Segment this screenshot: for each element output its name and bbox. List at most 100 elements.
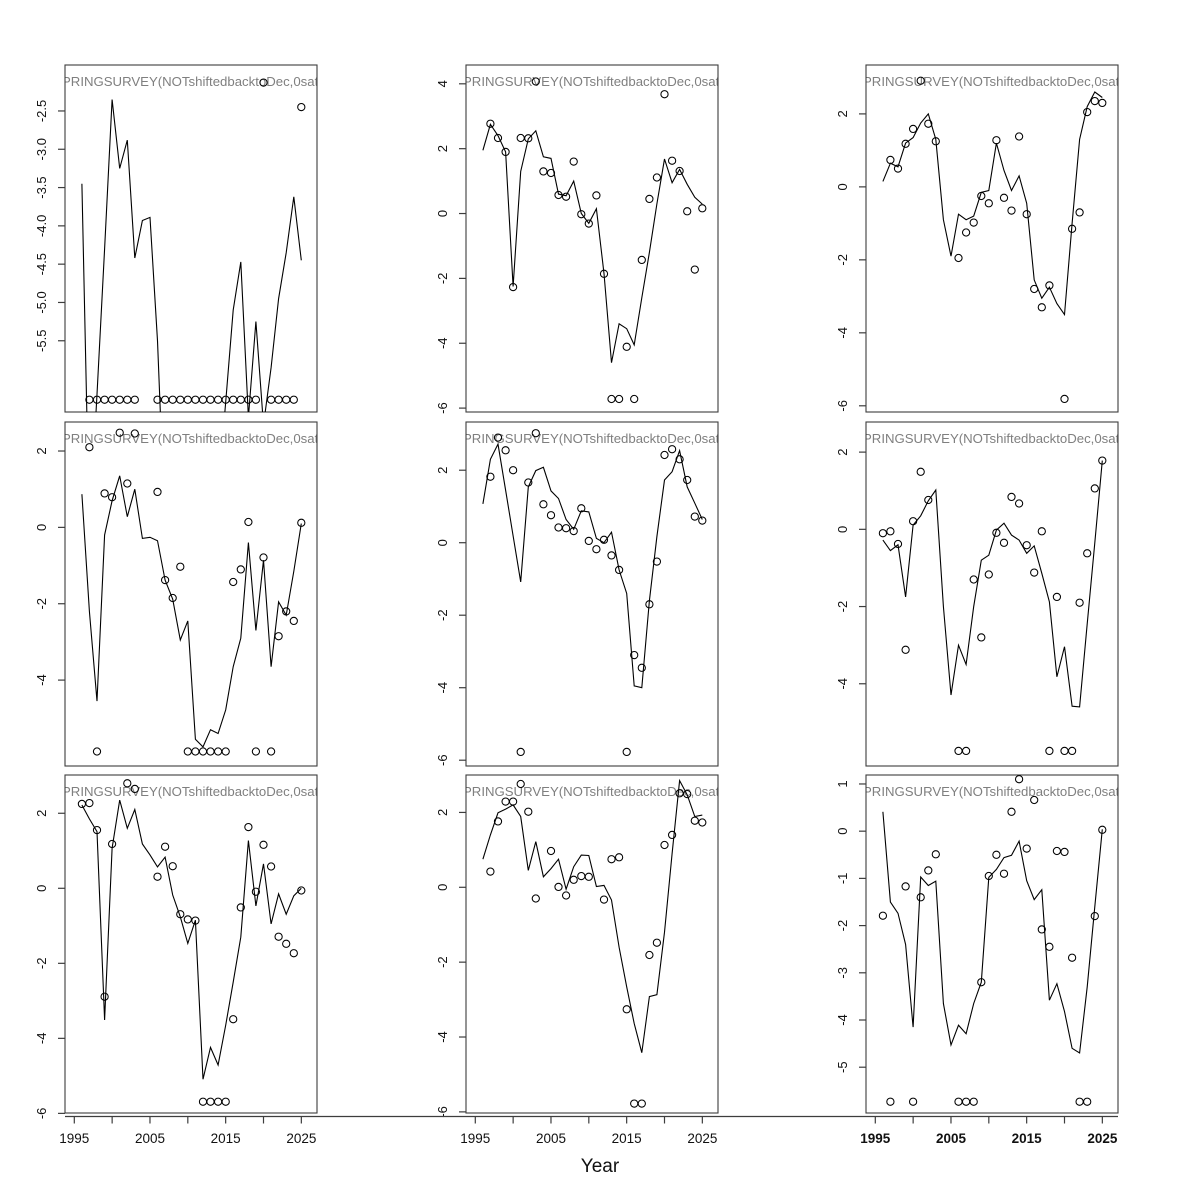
observation-point <box>486 119 495 128</box>
observation-point <box>251 395 261 404</box>
observation-point <box>107 839 117 849</box>
observation-point <box>198 1097 208 1106</box>
observation-point <box>977 633 986 642</box>
observation-point <box>961 1097 971 1106</box>
observation-point <box>191 747 200 756</box>
observation-point <box>221 1097 230 1106</box>
y-tick-label: 1 <box>835 780 850 787</box>
observation-point <box>901 645 910 654</box>
observation-point <box>908 124 918 134</box>
observation-point <box>115 428 124 437</box>
panel-border <box>465 774 719 1114</box>
panel-title: PRINGSURVEY(NOTshiftedbacktoDec,0sat <box>463 784 720 799</box>
observation-point <box>501 446 510 455</box>
x-tick-label: 2005 <box>536 1131 566 1146</box>
observation-point <box>916 893 925 902</box>
y-tick-label: -6 <box>435 1106 450 1118</box>
panel-border <box>865 774 1119 1114</box>
observation-point <box>607 855 616 864</box>
observation-point <box>1083 107 1092 117</box>
x-tick-label: 1995 <box>460 1131 490 1146</box>
observation-point <box>607 394 616 404</box>
observation-point <box>92 747 102 756</box>
observation-point <box>1090 484 1099 493</box>
observation-point <box>908 517 918 526</box>
observation-point <box>924 866 933 875</box>
observation-point <box>1075 598 1084 607</box>
observation-point <box>992 528 1001 537</box>
y-tick-label: -2 <box>34 958 49 970</box>
observation-point <box>107 493 117 502</box>
y-tick-label: 2 <box>435 145 450 152</box>
observation-point <box>1052 846 1062 856</box>
observation-point <box>931 137 940 146</box>
observation-point <box>969 218 978 227</box>
y-tick-label: -4 <box>34 1033 49 1045</box>
observation-point <box>1060 746 1069 756</box>
model-line <box>81 99 302 412</box>
observation-point <box>100 489 109 498</box>
panel-row2-col1: PRINGSURVEY(NOTshiftedbacktoDec,0sat -4 -2… <box>34 421 318 767</box>
y-tick-label: -1 <box>835 873 850 885</box>
observation-point <box>614 853 624 862</box>
observation-point <box>1052 592 1062 602</box>
observation-point <box>637 663 646 672</box>
observation-point <box>667 830 677 840</box>
observation-point <box>282 939 291 948</box>
observation-point <box>130 395 139 404</box>
panel-row2-col3: PRINGSURVEY(NOTshiftedbacktoDec,0sat -4 -2… <box>835 421 1119 767</box>
y-tick-label: -4 <box>835 1014 850 1026</box>
y-tick-label: -6 <box>435 402 450 414</box>
observation-point <box>191 395 200 404</box>
observation-point <box>999 193 1009 202</box>
observation-point <box>531 77 540 86</box>
observation-point <box>569 526 578 536</box>
model-line <box>482 123 703 363</box>
y-tick-label: 0 <box>34 524 49 531</box>
observation-point <box>176 562 185 571</box>
observation-point <box>683 207 692 216</box>
observation-point <box>176 910 185 919</box>
observation-point <box>954 1097 963 1106</box>
observation-point <box>924 119 933 128</box>
model-line <box>882 460 1103 708</box>
observation-point <box>908 1097 918 1106</box>
observation-point <box>251 747 261 756</box>
y-tick-label: -4 <box>435 1031 450 1043</box>
y-tick-label: -5.0 <box>34 291 49 313</box>
observation-point <box>569 875 578 884</box>
y-tick-label: -4 <box>34 674 49 686</box>
observation-point <box>516 133 525 143</box>
panel-row1-col2: PRINGSURVEY(NOTshiftedbacktoDec,0sat -6 -4… <box>435 64 720 414</box>
panel-border <box>865 421 1119 767</box>
observation-point <box>516 747 525 757</box>
observation-point <box>259 840 268 849</box>
model-line <box>482 778 703 1053</box>
y-tick-label: -3.0 <box>34 138 49 160</box>
y-tick-label: 4 <box>435 80 450 87</box>
observation-point <box>168 395 177 404</box>
observation-point <box>153 872 162 881</box>
y-tick-label: 2 <box>835 110 850 117</box>
observation-point <box>176 395 185 404</box>
y-tick-label: -4.0 <box>34 215 49 237</box>
observation-point <box>1090 911 1099 921</box>
y-tick-label: -4.5 <box>34 253 49 275</box>
model-line <box>81 799 302 1080</box>
y-tick-label: -6 <box>835 400 850 412</box>
panel-title: PRINGSURVEY(NOTshiftedbacktoDec,0sat <box>463 74 720 89</box>
observation-point <box>1014 499 1024 508</box>
y-tick-label: -3 <box>835 967 850 979</box>
observation-point <box>130 429 139 438</box>
observation-point <box>577 504 586 513</box>
observation-point <box>645 600 654 609</box>
observation-point <box>1037 527 1046 536</box>
observation-point <box>683 475 692 485</box>
observation-point <box>999 869 1009 878</box>
observation-point <box>554 523 563 532</box>
x-tick-label: 2015 <box>211 1131 241 1146</box>
panel-row1-col3: PRINGSURVEY(NOTshiftedbacktoDec,0sat -6 -4… <box>835 64 1119 413</box>
observation-point <box>508 797 518 806</box>
observation-point <box>183 747 192 756</box>
